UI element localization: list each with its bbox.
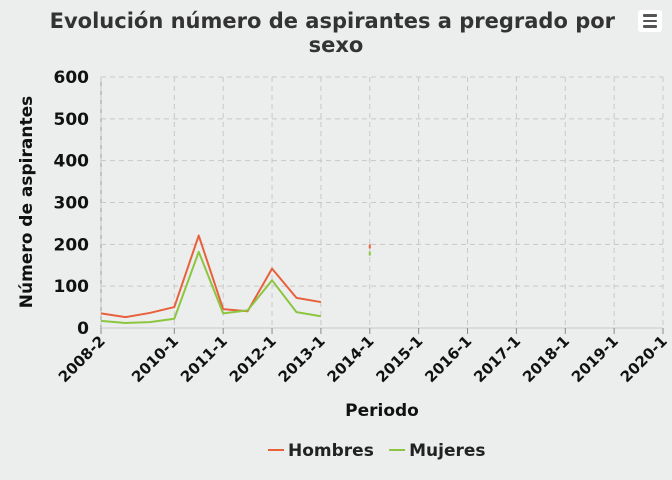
x-tick-label: 2019-1 [568,332,622,386]
x-tick-label: 2012-1 [226,332,280,386]
y-axis-ticks: 0 100 200 300 400 500 600 [54,68,90,339]
series-line [100,234,322,319]
y-tick-label: 600 [54,68,90,88]
legend: Hombres Mujeres [268,441,486,461]
hamburger-menu-icon-bar [643,19,657,23]
y-axis-label: Número de aspirantes [17,96,37,309]
legend-item-mujeres[interactable]: Mujeres [389,441,486,461]
x-tick-label: 2015-1 [372,332,426,386]
x-axis-label: Periodo [345,401,419,421]
y-tick-label: 400 [54,152,90,172]
x-tick-label: 2020-1 [617,332,671,386]
x-tick-label: 2016-1 [421,332,475,386]
chart-title: Evolución número de aspirantes a pregrad… [50,9,623,57]
x-tick-label: 2013-1 [275,332,329,386]
series-hombres [100,234,371,319]
y-tick-label: 100 [54,277,90,297]
x-tick-label: 2018-1 [519,332,573,386]
x-tick-label: 2011-1 [177,332,231,386]
y-tick-label: 500 [54,110,90,130]
hamburger-menu-icon-bar [643,25,657,28]
x-tick-label: 2017-1 [470,332,524,386]
chart-title-line-1: Evolución número de aspirantes a pregrad… [50,9,616,33]
legend-label: Hombres [288,441,374,461]
chart-menu-button[interactable] [638,10,662,32]
x-tick-label: 2010-1 [128,332,182,386]
series-mujeres [100,250,371,324]
x-tick-label: 2014-1 [324,332,378,386]
series-line [100,250,322,324]
series-group [100,234,371,324]
y-tick-label: 200 [54,235,90,255]
x-tick-label: 2008-2 [55,332,109,386]
y-tick-label: 300 [54,194,90,214]
grid [100,76,664,329]
x-axis-ticks: 2008-2 2010-12011-12012-12013-12014-12015… [55,328,671,386]
hamburger-menu-icon [643,14,657,17]
chart-title-line-2: sexo [309,33,364,57]
legend-item-hombres[interactable]: Hombres [268,441,374,461]
y-tick-label: 0 [77,319,89,339]
legend-label: Mujeres [409,441,485,461]
